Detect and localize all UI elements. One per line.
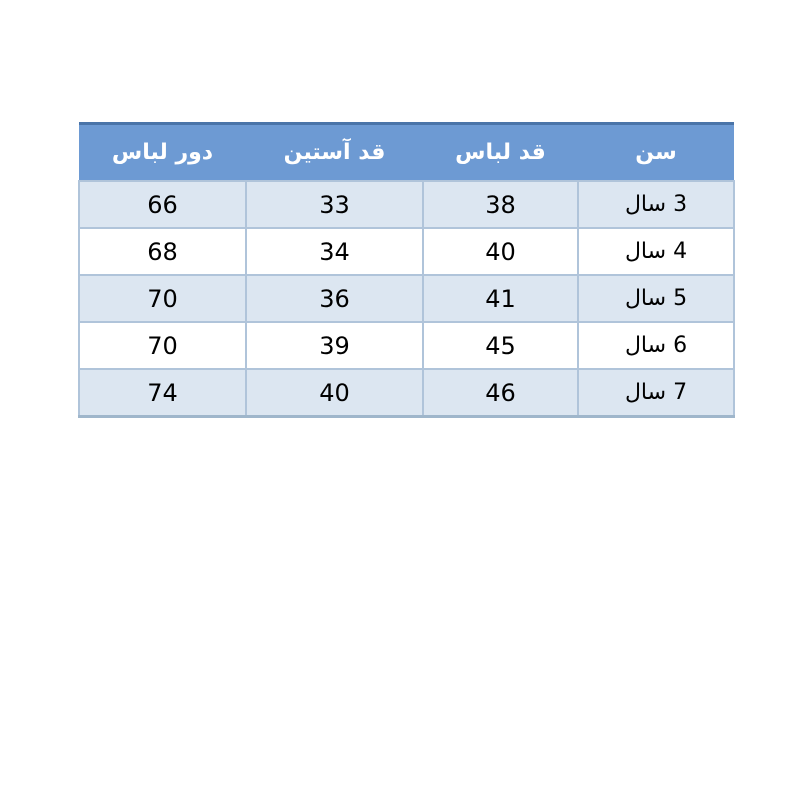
header-row: سن قد لباس قد آستین دور لباس [79,122,734,181]
column-header-dress-length: قد لباس [423,122,578,181]
cell-dress-length: 40 [422,227,579,276]
cell-garment-circumference: 66 [78,180,247,229]
column-header-age: سن [578,122,734,181]
cell-garment-circumference: 68 [78,227,247,276]
cell-dress-length: 45 [422,321,579,370]
cell-garment-circumference: 70 [78,274,247,323]
cell-dress-length: 41 [422,274,579,323]
table-row: 6 سال 45 39 70 [78,321,735,370]
cell-sleeve-length: 34 [245,227,424,276]
table-row: 4 سال 40 34 68 [78,227,735,276]
table-row: 3 سال 38 33 66 [78,180,735,229]
table-row: 7 سال 46 40 74 [78,368,735,418]
cell-sleeve-length: 33 [245,180,424,229]
cell-dress-length: 46 [422,368,579,418]
cell-age: 6 سال [577,321,735,370]
cell-dress-length: 38 [422,180,579,229]
column-header-sleeve-length: قد آستین [246,122,423,181]
cell-sleeve-length: 36 [245,274,424,323]
cell-age: 3 سال [577,180,735,229]
cell-age: 4 سال [577,227,735,276]
cell-age: 5 سال [577,274,735,323]
size-chart-table: سن قد لباس قد آستین دور لباس 3 سال 38 33… [78,122,735,418]
column-header-garment-circumference: دور لباس [79,122,246,181]
size-chart: سن قد لباس قد آستین دور لباس 3 سال 38 33… [78,122,735,418]
cell-sleeve-length: 39 [245,321,424,370]
table-row: 5 سال 41 36 70 [78,274,735,323]
cell-sleeve-length: 40 [245,368,424,418]
cell-age: 7 سال [577,368,735,418]
cell-garment-circumference: 70 [78,321,247,370]
cell-garment-circumference: 74 [78,368,247,418]
